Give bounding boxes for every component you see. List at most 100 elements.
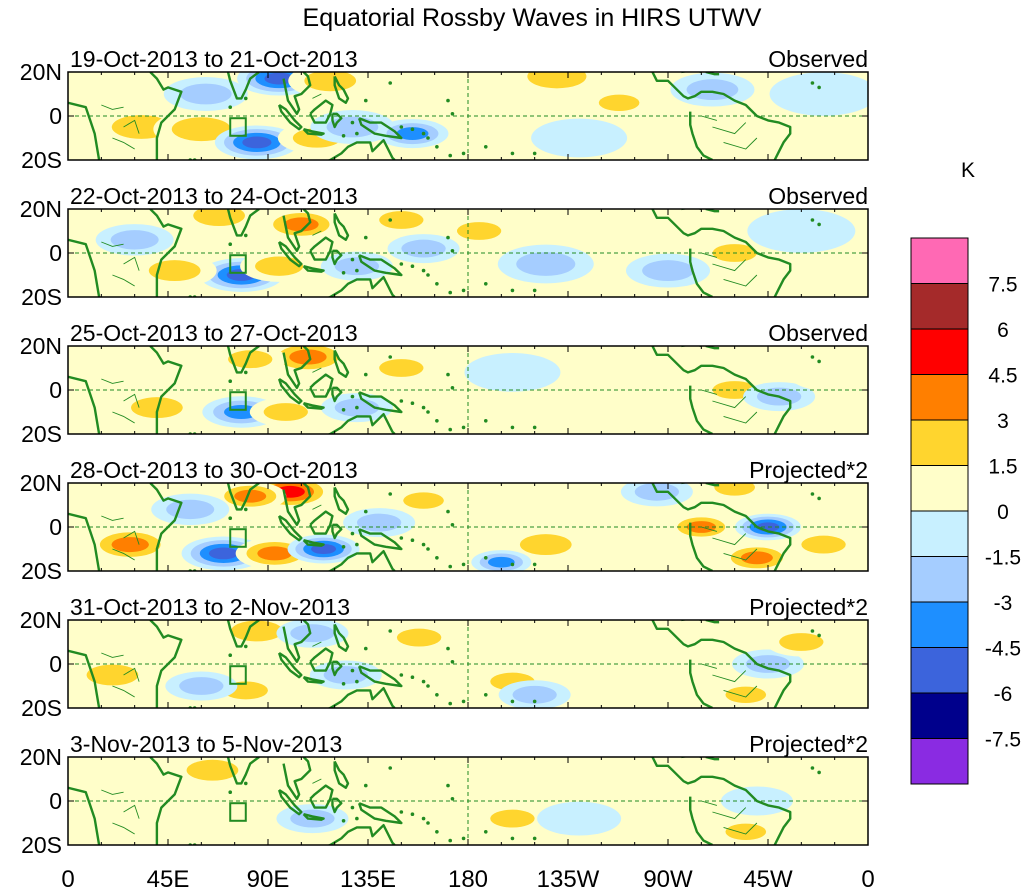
coastline bbox=[309, 236, 334, 261]
anomaly-contour bbox=[464, 353, 561, 392]
anomaly-contour bbox=[431, 72, 528, 109]
island bbox=[448, 564, 453, 569]
y-tick-label: 20N bbox=[20, 196, 62, 222]
island bbox=[399, 536, 404, 540]
anomaly-contour bbox=[598, 94, 640, 111]
island bbox=[450, 112, 455, 116]
panel-type-label: Observed bbox=[768, 46, 868, 72]
anomaly-contour bbox=[779, 633, 824, 651]
coastline bbox=[333, 75, 350, 105]
coastline bbox=[689, 796, 713, 845]
anomaly-contour bbox=[70, 770, 155, 805]
island bbox=[228, 516, 233, 520]
island bbox=[243, 233, 248, 238]
island bbox=[483, 556, 488, 560]
panel-type-label: Projected*2 bbox=[749, 731, 868, 757]
y-tick-label: 20S bbox=[21, 695, 62, 721]
island bbox=[228, 105, 233, 109]
x-tick-label: 135W bbox=[537, 866, 600, 890]
panel-type-label: Observed bbox=[768, 320, 868, 346]
island bbox=[350, 805, 355, 810]
coastline bbox=[226, 209, 260, 237]
border-line bbox=[312, 230, 322, 236]
coastline bbox=[282, 483, 312, 526]
coastline bbox=[689, 111, 713, 160]
island bbox=[399, 125, 404, 129]
border-line bbox=[312, 504, 322, 510]
x-tick-label: 45W bbox=[743, 866, 793, 890]
island bbox=[532, 836, 537, 841]
island bbox=[426, 547, 430, 551]
coastline bbox=[651, 346, 792, 434]
coastline bbox=[651, 209, 792, 297]
island bbox=[228, 379, 233, 384]
panel-date-label: 3-Nov-2013 to 5-Nov-2013 bbox=[70, 731, 342, 757]
coastline bbox=[326, 550, 396, 571]
island bbox=[446, 98, 450, 103]
border-line bbox=[112, 822, 135, 835]
island bbox=[355, 542, 359, 547]
anomaly-contour bbox=[553, 392, 650, 432]
island bbox=[243, 370, 248, 375]
island bbox=[446, 235, 450, 240]
coastline bbox=[149, 72, 183, 160]
border-line bbox=[712, 396, 747, 409]
panel-type-label: Projected*2 bbox=[749, 594, 868, 620]
border-line bbox=[712, 122, 747, 135]
island bbox=[810, 629, 815, 633]
island bbox=[228, 653, 233, 657]
border-line bbox=[123, 256, 140, 271]
border-line bbox=[712, 807, 747, 820]
island bbox=[510, 151, 515, 156]
border-line bbox=[112, 274, 135, 287]
panel: 22-Oct-2013 to 24-Oct-2013 Observed 20N 0 20… bbox=[20, 183, 869, 310]
island bbox=[450, 523, 455, 527]
island bbox=[450, 660, 455, 664]
y-tick-label: 0 bbox=[49, 788, 62, 814]
anomaly-contour bbox=[131, 397, 183, 419]
y-tick-label: 20S bbox=[21, 147, 62, 173]
island bbox=[461, 836, 466, 841]
island bbox=[410, 401, 415, 406]
coastline bbox=[309, 647, 334, 672]
coastline bbox=[651, 72, 792, 160]
anomaly-contour bbox=[537, 801, 622, 836]
anomaly-contour bbox=[531, 118, 628, 158]
anomaly-contour bbox=[289, 349, 327, 365]
coastline bbox=[302, 265, 325, 273]
island bbox=[446, 783, 450, 788]
border-line bbox=[701, 115, 718, 121]
reference-box bbox=[229, 802, 247, 822]
island bbox=[243, 507, 248, 512]
coastline bbox=[226, 346, 260, 374]
island bbox=[448, 838, 453, 843]
coastline bbox=[326, 687, 396, 708]
island bbox=[421, 131, 426, 136]
coastline bbox=[226, 620, 260, 648]
panel-date-label: 28-Oct-2013 to 30-Oct-2013 bbox=[70, 457, 358, 483]
border-line bbox=[123, 530, 140, 545]
island bbox=[399, 399, 404, 403]
island bbox=[410, 264, 415, 269]
anomaly-contour bbox=[512, 685, 557, 704]
anomaly-contour bbox=[257, 546, 292, 561]
island bbox=[350, 257, 355, 262]
anomaly-contour bbox=[527, 72, 587, 89]
island bbox=[243, 644, 248, 649]
panel: 3-Nov-2013 to 5-Nov-2013 Projected*2 20N 0 2… bbox=[20, 731, 869, 858]
island bbox=[810, 355, 815, 359]
border-line bbox=[112, 137, 135, 150]
island bbox=[363, 98, 368, 103]
y-tick-label: 0 bbox=[49, 377, 62, 403]
island bbox=[532, 562, 537, 567]
island bbox=[341, 134, 346, 138]
colorbar-label: -4.5 bbox=[985, 638, 1021, 661]
anomaly-contour bbox=[396, 127, 429, 141]
coastline bbox=[149, 483, 183, 571]
island bbox=[341, 271, 346, 275]
island bbox=[810, 81, 815, 85]
border-line bbox=[712, 670, 747, 683]
island bbox=[510, 288, 515, 293]
panel-type-label: Observed bbox=[768, 183, 868, 209]
